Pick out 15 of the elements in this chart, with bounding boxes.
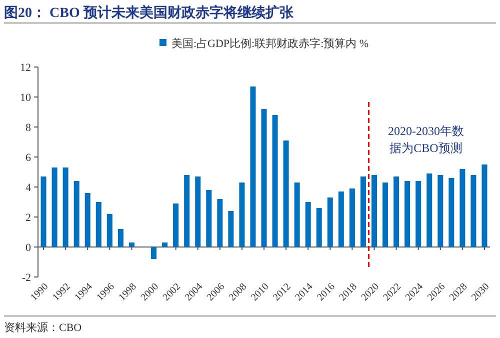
title: 图20： CBO 预计未来美国财政赤字将继续扩张: [4, 6, 294, 21]
ytick: 0: [26, 242, 31, 254]
legend: 美国:占GDP比例:联邦财政赤字:预算内 %: [159, 38, 369, 50]
ytick: 4: [26, 182, 31, 194]
xtick: 1990: [28, 281, 51, 304]
ytick: 10: [20, 92, 31, 104]
annotation: 2020-2030年数: [388, 124, 464, 138]
source: 资料来源：CBO: [4, 322, 82, 334]
ytick: 8: [26, 122, 31, 134]
xtick: 1992: [50, 281, 73, 304]
annotation: 据为CBO预测: [390, 141, 462, 155]
ytick: -2: [22, 272, 31, 284]
ytick: 2: [26, 212, 31, 224]
ytick: 6: [26, 152, 31, 164]
ytick: 12: [20, 62, 31, 74]
